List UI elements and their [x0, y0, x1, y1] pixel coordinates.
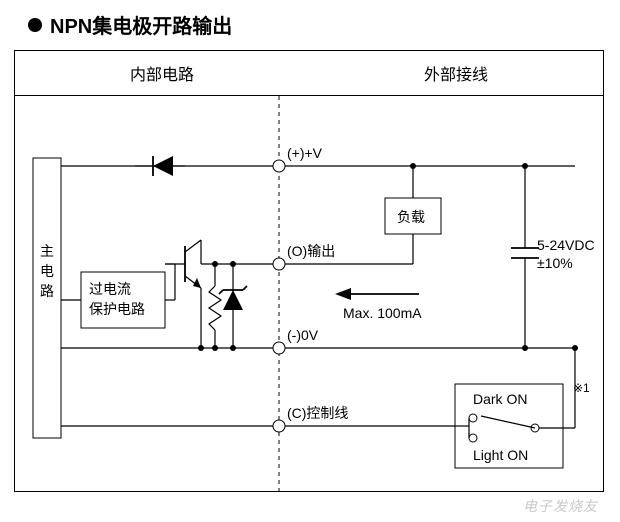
main-circuit-label: 主电路 [40, 243, 54, 299]
bullet-icon [28, 18, 42, 32]
header-row: 内部电路 外部接线 [15, 51, 603, 96]
circuit-body: 主电路 (+)+V (O)输出 (-)0V [15, 96, 603, 492]
switch-dark-label: Dark ON [473, 391, 527, 407]
node-dot [212, 261, 218, 267]
switch-terminal [469, 414, 477, 422]
terminal-control-label: (C)控制线 [287, 405, 348, 421]
node-dot [410, 163, 416, 169]
terminal-control-circle [273, 420, 285, 432]
node-dot [198, 345, 204, 351]
terminal-plusv-label: (+)+V [287, 145, 323, 161]
circuit-panel: 内部电路 外部接线 主电路 (+)+V [14, 50, 604, 492]
arrow-left-icon [335, 288, 419, 300]
node-dot [522, 345, 528, 351]
supply-label-2: ±10% [537, 255, 573, 271]
node-dot [572, 345, 578, 351]
circuit-svg: 主电路 (+)+V (O)输出 (-)0V [15, 96, 603, 492]
watermark: 电子发烧友 [523, 496, 598, 516]
resistor-icon [209, 264, 221, 348]
switch-terminal [469, 434, 477, 442]
node-dot [212, 345, 218, 351]
page-title: NPN集电极开路输出 [50, 10, 232, 39]
node-dot [522, 163, 528, 169]
npn-transistor-icon [165, 240, 201, 348]
terminal-output-circle [273, 258, 285, 270]
node-dot [230, 261, 236, 267]
terminal-zerov-label: (-)0V [287, 327, 319, 343]
protection-label-1: 过电流 [89, 281, 131, 297]
header-left: 内部电路 [15, 51, 309, 95]
supply-label-1: 5-24VDC [537, 237, 595, 253]
max-current-label: Max. 100mA [343, 305, 422, 321]
terminal-plusv-circle [273, 160, 285, 172]
load-label: 负载 [397, 209, 425, 225]
power-supply-icon [511, 166, 539, 348]
zener-diode-icon [219, 264, 247, 348]
title-row: NPN集电极开路输出 [28, 10, 232, 39]
switch-light-label: Light ON [473, 447, 528, 463]
diode-icon [135, 156, 185, 176]
protection-label-2: 保护电路 [89, 301, 145, 317]
terminal-zerov-circle [273, 342, 285, 354]
terminal-output-label: (O)输出 [287, 243, 335, 259]
note-marker: ※1 [573, 381, 590, 395]
header-right: 外部接线 [309, 51, 603, 95]
